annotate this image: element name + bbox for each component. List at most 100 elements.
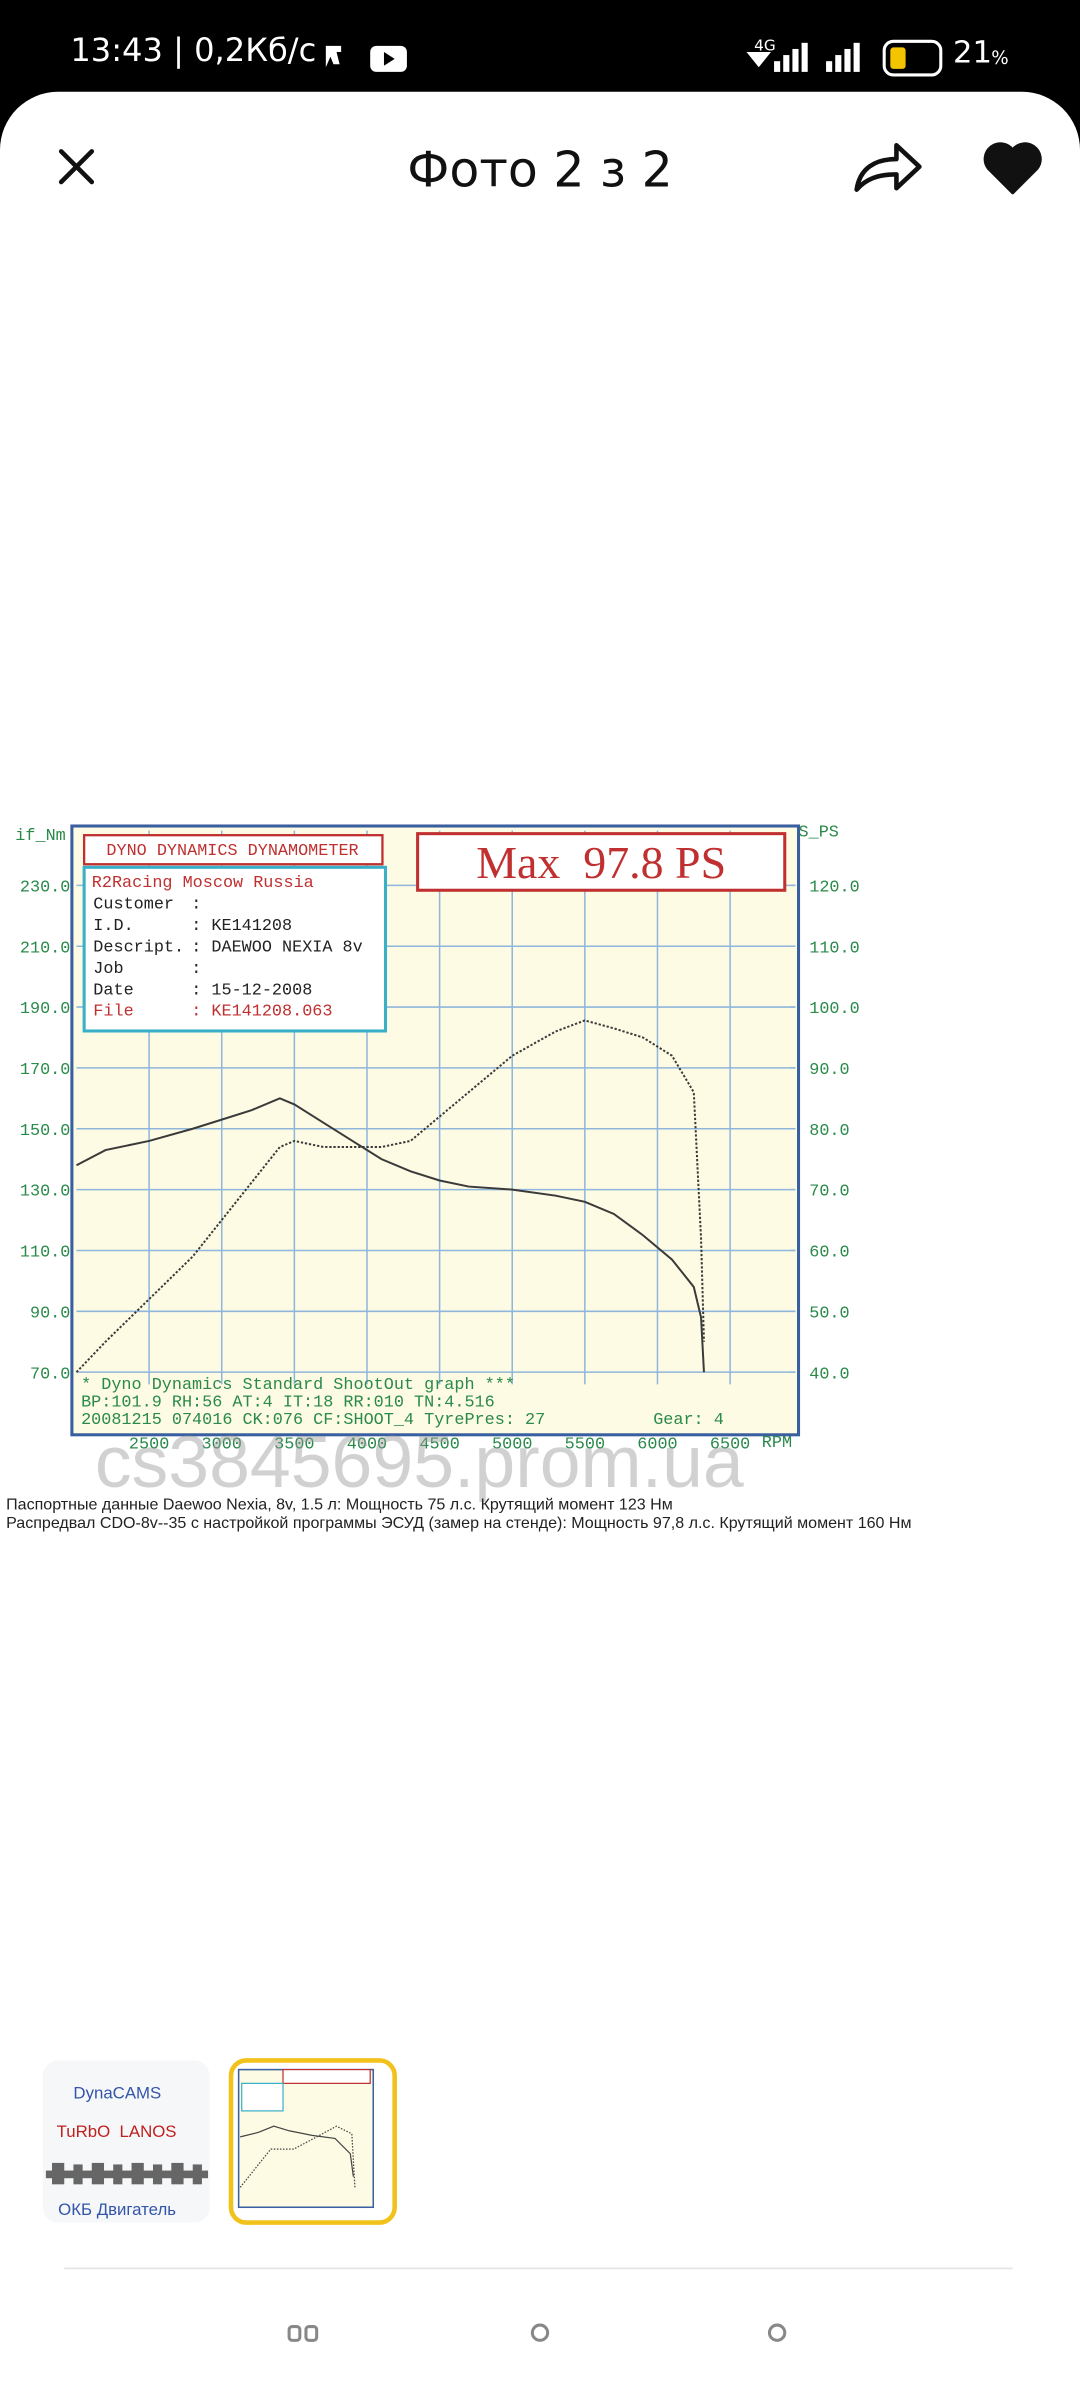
- y-tick-label: 70.0: [30, 1365, 70, 1384]
- favorite-button[interactable]: [983, 142, 1042, 195]
- signal-bar: [774, 61, 781, 72]
- data-arrow: [746, 52, 771, 68]
- watermark: cs3845695.prom.ua: [95, 1421, 744, 1503]
- footer-line: * Dyno Dynamics Standard ShootOut graph …: [81, 1376, 515, 1395]
- y-tick-label: 190.0: [20, 1000, 70, 1019]
- signal-bar: [853, 42, 860, 72]
- nav-home[interactable]: [530, 2323, 550, 2342]
- gear-text: Gear: 4: [653, 1411, 724, 1430]
- x-tick-label: 2500: [129, 1436, 169, 1455]
- y2-tick-label: 110.0: [809, 939, 859, 958]
- camshaft-picture: [45, 2162, 209, 2185]
- network-type: 4G: [754, 36, 776, 54]
- info-label: Job: [93, 960, 123, 979]
- tiktok-icon: [325, 45, 342, 68]
- company-text: R2Racing Moscow Russia: [92, 874, 314, 893]
- thumbnail-selected[interactable]: [228, 2058, 397, 2225]
- battery-level: [890, 47, 906, 69]
- signal-bar: [835, 55, 842, 72]
- info-value: :: [191, 896, 201, 915]
- y-tick-label: 130.0: [20, 1183, 70, 1202]
- signal-bar: [801, 42, 808, 72]
- y2-tick-label: 60.0: [809, 1244, 849, 1263]
- battery-unit: %: [991, 48, 1008, 69]
- info-value: : KE141208.063: [191, 1003, 332, 1022]
- share-button[interactable]: [854, 143, 922, 192]
- x-tick-label: 6000: [637, 1436, 677, 1455]
- torque-curve: [76, 1097, 705, 1373]
- y-tick-label: 170.0: [20, 1061, 70, 1080]
- thumbnail-picture: [240, 2125, 354, 2177]
- thumbnail-text: DynaCAMS: [73, 2084, 161, 2103]
- y2-tick-label: 120.0: [809, 878, 859, 897]
- x-axis-label: RPM: [762, 1434, 792, 1453]
- brand-text: DYNO DYNAMICS DYNAMOMETER: [106, 842, 358, 861]
- y2-tick-label: 50.0: [809, 1304, 849, 1323]
- y2-tick-label: 80.0: [809, 1122, 849, 1141]
- y-tick-label: 150.0: [20, 1122, 70, 1141]
- info-label: I.D.: [93, 917, 133, 936]
- battery-percent: 21: [953, 36, 992, 71]
- dyno-chart: if_Nm S_PS RPM 2500 3000 3500 4000 4500 5000 5…: [0, 818, 1080, 1538]
- youtube-play: [383, 52, 395, 66]
- caption: Распредвал CDO-8v--35 с настройкой прогр…: [6, 1514, 911, 1532]
- y2-tick-label: 90.0: [809, 1061, 849, 1080]
- footer-line: BP:101.9 RH:56 AT:4 IT:18 RR:010 TN:4.51…: [81, 1394, 495, 1413]
- info-label: Descript.: [93, 938, 184, 957]
- info-rows: Customer: I.D. : KE141208 Descript. : DAEWOO…: [93, 896, 362, 1022]
- close-button[interactable]: [58, 149, 95, 185]
- y2-tick-label: 70.0: [809, 1183, 849, 1202]
- brand-box: [82, 834, 384, 866]
- info-box: [82, 865, 388, 1033]
- info-value: : DAEWOO NEXIA 8v: [191, 938, 363, 957]
- thumbnail[interactable]: DynaCAMS TuRbO LANOS ОКБ Двигатель: [42, 2060, 210, 2223]
- y2-axis-label: S_PS: [799, 824, 839, 843]
- signal-bar: [844, 48, 851, 72]
- info-label: File: [93, 1003, 133, 1022]
- status-time: 13:43 | 0,2Кб/с: [70, 31, 316, 69]
- info-label: Date: [93, 981, 133, 1000]
- y-tick-label: 90.0: [30, 1304, 70, 1323]
- y2-tick-label: 40.0: [809, 1365, 849, 1384]
- x-tick-label: 5500: [565, 1436, 605, 1455]
- x-tick-label: 4000: [347, 1436, 387, 1455]
- signal-bar: [792, 48, 799, 72]
- thumbnail-frame: [42, 2060, 210, 2223]
- info-value: :: [191, 960, 201, 979]
- x-tick-label: 4500: [419, 1436, 459, 1455]
- info-value: : KE141208: [191, 917, 292, 936]
- status-icons: [325, 39, 943, 77]
- y2-tick-label: 100.0: [809, 1000, 859, 1019]
- signal-bar: [783, 55, 790, 72]
- battery-outline: [882, 39, 943, 77]
- thumbnail-text: TuRbO LANOS: [57, 2122, 177, 2141]
- max-text: Max 97.8 PS: [476, 837, 726, 888]
- thumbnail-picture: [282, 2068, 371, 2084]
- max-box: [416, 832, 787, 892]
- signal-bar: [826, 61, 833, 72]
- nav-recents[interactable]: [287, 2325, 319, 2342]
- x-tick-label: 3500: [274, 1436, 314, 1455]
- y-axis-label: if_Nm: [15, 827, 65, 846]
- y-tick-label: 210.0: [20, 939, 70, 958]
- caption: Паспортные данные Daewoo Nexia, 8v, 1.5 …: [6, 1496, 673, 1514]
- info-value: : 15-12-2008: [191, 981, 312, 1000]
- dyno-overlays: DYNO DYNAMICS DYNAMOMETER Max 97.8 PS R2…: [82, 832, 787, 1033]
- y-tick-label: 230.0: [20, 878, 70, 897]
- chart-footer: * Dyno Dynamics Standard ShootOut graph …: [81, 1376, 724, 1430]
- thumbnail-picture: [241, 2082, 284, 2112]
- footer-line: 20081215 074016 CK:076 CF:SHOOT_4 TyrePr…: [81, 1411, 545, 1430]
- x-tick-label: 5000: [492, 1436, 532, 1455]
- y-tick-label: 110.0: [20, 1244, 70, 1263]
- thumbnail-text: ОКБ Двигатель: [58, 2200, 176, 2219]
- x-tick-label: 6500: [710, 1436, 750, 1455]
- nav-back[interactable]: [767, 2323, 787, 2342]
- info-label: Customer: [93, 896, 174, 915]
- header-title: Фото 2 з 2: [407, 142, 672, 199]
- thumbnail-picture: [239, 2125, 356, 2188]
- x-tick-label: 3000: [202, 1436, 242, 1455]
- power-curve: [75, 1019, 705, 1373]
